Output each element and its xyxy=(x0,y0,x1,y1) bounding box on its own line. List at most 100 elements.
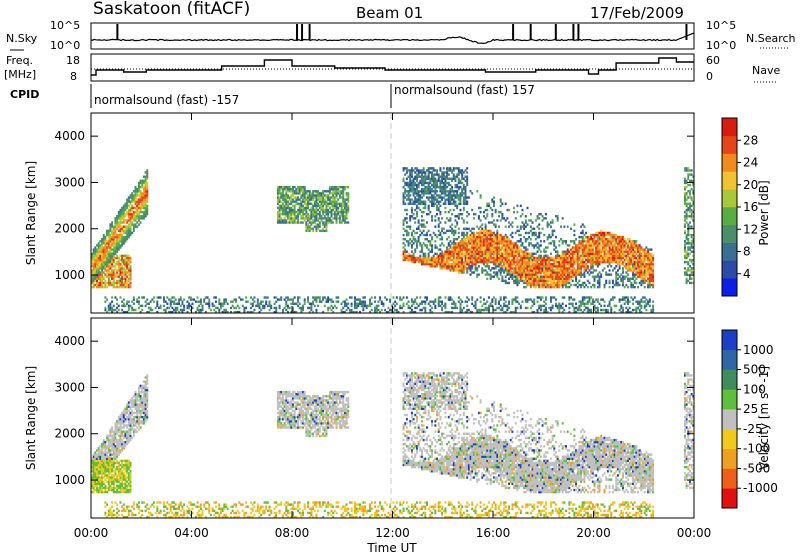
power-cell xyxy=(415,204,418,208)
power-cell xyxy=(508,302,511,305)
power-cell xyxy=(442,181,445,185)
power-cell xyxy=(415,306,418,310)
power-cell xyxy=(486,235,489,239)
power-cell xyxy=(494,223,497,226)
power-cell xyxy=(114,225,117,228)
power-cell xyxy=(414,192,417,195)
power-cell xyxy=(285,213,288,216)
power-cell xyxy=(323,221,326,224)
power-cell xyxy=(491,248,494,251)
power-cell xyxy=(539,269,542,272)
power-cell xyxy=(359,302,361,305)
power-cell xyxy=(332,310,335,314)
power-cell xyxy=(409,215,412,218)
power-cell xyxy=(119,285,122,289)
power-cell xyxy=(573,275,576,278)
power-cell xyxy=(434,256,437,260)
power-cell xyxy=(114,235,117,239)
power-cell xyxy=(300,217,303,220)
power-cell xyxy=(142,188,145,191)
power-cell xyxy=(117,221,120,224)
power-cell xyxy=(541,227,544,230)
power-cell xyxy=(426,192,428,195)
power-cell xyxy=(504,267,507,270)
power-cell xyxy=(441,265,444,268)
power-cell xyxy=(513,279,516,283)
power-cell xyxy=(496,263,499,266)
power-cell xyxy=(104,283,107,287)
power-cell xyxy=(303,202,306,205)
power-cell xyxy=(518,254,521,258)
power-cell xyxy=(447,181,450,185)
power-cell xyxy=(516,229,519,233)
power-cell xyxy=(146,188,149,191)
power-cell xyxy=(131,192,134,195)
power-cell xyxy=(441,196,444,199)
power-cell xyxy=(556,252,559,255)
power-cell xyxy=(436,190,439,193)
power-cell xyxy=(474,235,477,239)
power-cell xyxy=(581,235,584,239)
power-cell xyxy=(325,229,328,233)
power-cell xyxy=(345,206,348,210)
power-cell xyxy=(424,185,427,189)
power-cell xyxy=(556,281,559,285)
power-cell xyxy=(563,275,566,278)
power-cell xyxy=(504,225,507,228)
power-cell xyxy=(426,181,428,185)
power-cell xyxy=(508,300,511,303)
power-cell xyxy=(456,196,459,199)
power-cell xyxy=(441,171,444,174)
nsearch-label: N.Search xyxy=(746,32,796,45)
power-cell xyxy=(188,302,191,305)
power-cell xyxy=(307,225,310,228)
power-cell xyxy=(286,194,289,197)
power-cell xyxy=(432,194,435,197)
power-cell xyxy=(529,213,532,216)
power-cell xyxy=(402,169,405,172)
power-cell xyxy=(424,188,427,191)
power-cell xyxy=(561,256,564,260)
power-cell xyxy=(102,281,105,285)
power-cell xyxy=(491,200,494,203)
power-cell xyxy=(454,252,457,255)
power-cell xyxy=(498,242,500,245)
power-cell xyxy=(524,300,527,303)
power-cell xyxy=(181,302,184,305)
power-cell xyxy=(578,242,581,245)
power-cell xyxy=(546,273,549,276)
power-cell xyxy=(281,213,284,216)
power-cell xyxy=(144,171,147,174)
power-cell xyxy=(529,281,532,285)
power-cell xyxy=(451,263,454,266)
power-cell xyxy=(278,198,281,201)
power-cell xyxy=(486,238,489,241)
power-cell xyxy=(146,183,149,187)
power-cell xyxy=(466,233,469,237)
power-cell xyxy=(583,244,586,247)
power-cell xyxy=(471,244,474,247)
power-cell xyxy=(514,273,517,276)
power-cell xyxy=(178,310,181,314)
power-cell xyxy=(116,275,119,278)
power-cell xyxy=(405,258,408,262)
power-cell xyxy=(461,308,464,312)
power-cell xyxy=(476,246,479,249)
power-cell xyxy=(109,246,112,249)
power-cell xyxy=(436,254,439,258)
power-cell xyxy=(114,256,117,260)
power-cell xyxy=(159,306,162,310)
power-cell xyxy=(325,196,328,199)
power-cell xyxy=(534,244,537,247)
power-cell xyxy=(501,215,504,218)
power-cell xyxy=(270,304,273,308)
power-cell xyxy=(521,221,524,224)
power-cell xyxy=(91,275,93,278)
power-cell xyxy=(442,265,445,268)
power-cell xyxy=(313,196,316,199)
power-cell xyxy=(496,265,499,268)
power-cell xyxy=(327,194,330,197)
power-cell xyxy=(158,306,160,310)
power-cell xyxy=(223,308,226,312)
power-cell xyxy=(571,275,574,278)
